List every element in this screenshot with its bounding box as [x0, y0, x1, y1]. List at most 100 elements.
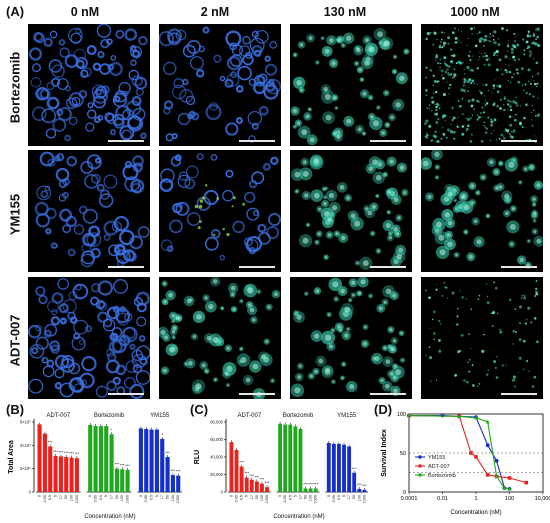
- significance-label: ***: [59, 449, 64, 454]
- scale-bar: [501, 140, 537, 142]
- bar: [42, 433, 47, 492]
- group-title: Bortezomib: [283, 413, 314, 419]
- chart-d-survival: 0 50 100 0.0001 0.01 1 100 10,000 Survival Index…: [381, 412, 550, 516]
- micrograph-bortezomib-130nm: [290, 24, 412, 146]
- scale-bar: [108, 393, 144, 395]
- bar: [347, 446, 352, 492]
- y-tick-label: 4×10⁵: [20, 443, 31, 448]
- bar: [234, 450, 239, 492]
- x-tick-label: 1: [474, 496, 477, 502]
- data-point: [494, 458, 499, 463]
- micrograph-bortezomib-2nm: [159, 24, 281, 146]
- scale-bar: [239, 266, 275, 268]
- x-tick-label: 1000: [314, 495, 318, 503]
- x-tick-label: 5: [54, 495, 58, 497]
- bar: [337, 443, 341, 492]
- bar: [239, 466, 244, 492]
- significance-label: ***: [120, 462, 125, 467]
- bar: [249, 479, 254, 492]
- bar: [69, 457, 74, 492]
- significance-label: ***: [176, 469, 181, 474]
- micrograph-ym155-1000nm: [421, 150, 543, 272]
- x-tick-label: 0: [327, 495, 331, 497]
- micrograph-bortezomib-0nm: [28, 24, 150, 146]
- bar: [74, 458, 79, 492]
- data-point: [474, 415, 478, 420]
- bar: [260, 483, 264, 492]
- significance-label: ***: [249, 473, 254, 478]
- x-tick-label: 50: [166, 495, 170, 499]
- bar: [278, 423, 283, 492]
- bar: [88, 424, 93, 492]
- y-tick-label: 6×10⁵: [20, 420, 31, 425]
- bar: [160, 438, 165, 492]
- scale-bar: [370, 140, 406, 142]
- bar: [37, 424, 42, 492]
- scale-bar: [370, 393, 406, 395]
- micrograph-stain-pattern: [421, 150, 543, 269]
- scale-bar: [239, 140, 275, 142]
- micrograph-adt007-0nm: [28, 277, 150, 399]
- x-tick-label: 1000: [362, 495, 366, 503]
- micrograph-adt007-1000nm: [421, 277, 543, 399]
- data-point: [502, 485, 507, 490]
- significance-label: ***: [308, 482, 313, 487]
- bar: [64, 457, 69, 492]
- bar: [120, 469, 125, 492]
- micrograph-stain-pattern: [290, 277, 406, 398]
- x-tick-label: 1000: [176, 495, 180, 503]
- x-tick-label: 0.5: [150, 495, 154, 500]
- y-tick-label: 40,000: [210, 455, 223, 460]
- row-label-adt007: ADT-007: [7, 314, 23, 367]
- micrograph-ym155-130nm: [290, 150, 412, 272]
- x-tick-label: 0: [38, 495, 42, 497]
- bar: [93, 426, 98, 492]
- bar: [362, 489, 367, 492]
- bar: [288, 424, 293, 492]
- y-tick-label: 0: [221, 490, 224, 495]
- x-tick-label: 0: [278, 495, 282, 497]
- x-tick-label: 100: [120, 495, 124, 501]
- x-tick-label: 17: [347, 495, 351, 499]
- x-tick-label: 5: [342, 495, 346, 497]
- bar: [357, 488, 362, 492]
- micrograph-stain-pattern: [290, 27, 410, 146]
- bar: [98, 426, 103, 492]
- significance-label: ***: [165, 450, 170, 455]
- legend-marker: [418, 464, 422, 468]
- micrograph-stain-pattern: [159, 26, 281, 143]
- micrograph-stain-pattern: [425, 280, 539, 396]
- significance-label: ***: [255, 475, 260, 480]
- x-tick-label: 0.05: [235, 495, 239, 502]
- y-tick-label: 50: [400, 451, 406, 457]
- panel-c-label: (C): [190, 402, 209, 417]
- x-axis-label: Concentration (nM): [84, 514, 135, 520]
- y-tick-label: 80,000: [210, 420, 223, 425]
- series-line: [408, 415, 527, 484]
- y-tick-label: 20,000: [210, 472, 223, 477]
- scale-bar: [108, 266, 144, 268]
- x-tick-label: 0.05: [43, 495, 47, 502]
- significance-label: ***: [357, 482, 362, 487]
- data-point: [457, 414, 462, 418]
- legend-label: YM155: [428, 455, 445, 461]
- scale-bar: [108, 140, 144, 142]
- significance-label: ***: [313, 482, 318, 487]
- x-tick-label: 100: [171, 495, 175, 501]
- column-header-1000nm: 1000 nM: [450, 5, 500, 19]
- significance-label: ***: [265, 480, 270, 485]
- scale-bar: [501, 266, 537, 268]
- x-tick-label: 0.05: [144, 495, 148, 502]
- data-point: [469, 451, 473, 455]
- bar: [342, 444, 346, 492]
- y-tick-label: 0: [403, 490, 406, 496]
- data-point: [494, 474, 499, 478]
- x-tick-label: 17: [250, 495, 254, 499]
- bar: [48, 446, 53, 492]
- significance-label: ***: [239, 460, 244, 465]
- significance-label: ***: [115, 462, 120, 467]
- bar: [331, 443, 336, 492]
- significance-label: ***: [303, 482, 308, 487]
- bar: [308, 488, 313, 492]
